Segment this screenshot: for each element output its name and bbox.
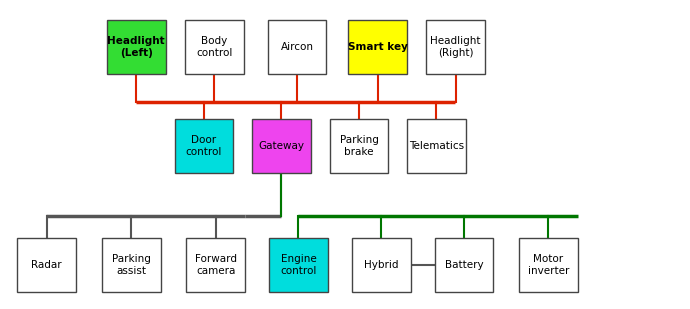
FancyBboxPatch shape xyxy=(519,238,578,292)
FancyBboxPatch shape xyxy=(269,238,328,292)
FancyBboxPatch shape xyxy=(252,119,310,173)
FancyBboxPatch shape xyxy=(407,119,466,173)
Text: Gateway: Gateway xyxy=(258,141,304,151)
FancyBboxPatch shape xyxy=(186,238,245,292)
FancyBboxPatch shape xyxy=(352,238,411,292)
Text: Motor
inverter: Motor inverter xyxy=(528,254,569,276)
FancyBboxPatch shape xyxy=(435,238,493,292)
Text: Parking
assist: Parking assist xyxy=(112,254,151,276)
Text: Engine
control: Engine control xyxy=(280,254,317,276)
FancyBboxPatch shape xyxy=(330,119,388,173)
FancyBboxPatch shape xyxy=(426,20,485,74)
Text: Body
control: Body control xyxy=(196,36,233,58)
FancyBboxPatch shape xyxy=(185,20,244,74)
Text: Headlight
(Left): Headlight (Left) xyxy=(108,36,165,58)
Text: Parking
brake: Parking brake xyxy=(339,135,379,157)
FancyBboxPatch shape xyxy=(348,20,407,74)
FancyBboxPatch shape xyxy=(107,20,166,74)
Text: Radar: Radar xyxy=(31,260,62,270)
Text: Forward
camera: Forward camera xyxy=(195,254,237,276)
Text: Aircon: Aircon xyxy=(281,42,313,52)
Text: Telematics: Telematics xyxy=(409,141,464,151)
FancyBboxPatch shape xyxy=(175,119,233,173)
Text: Smart key: Smart key xyxy=(348,42,408,52)
FancyBboxPatch shape xyxy=(17,238,76,292)
FancyBboxPatch shape xyxy=(268,20,326,74)
FancyBboxPatch shape xyxy=(102,238,161,292)
Text: Headlight
(Right): Headlight (Right) xyxy=(431,36,481,58)
Text: Door
control: Door control xyxy=(186,135,222,157)
Text: Hybrid: Hybrid xyxy=(364,260,398,270)
Text: Battery: Battery xyxy=(445,260,483,270)
